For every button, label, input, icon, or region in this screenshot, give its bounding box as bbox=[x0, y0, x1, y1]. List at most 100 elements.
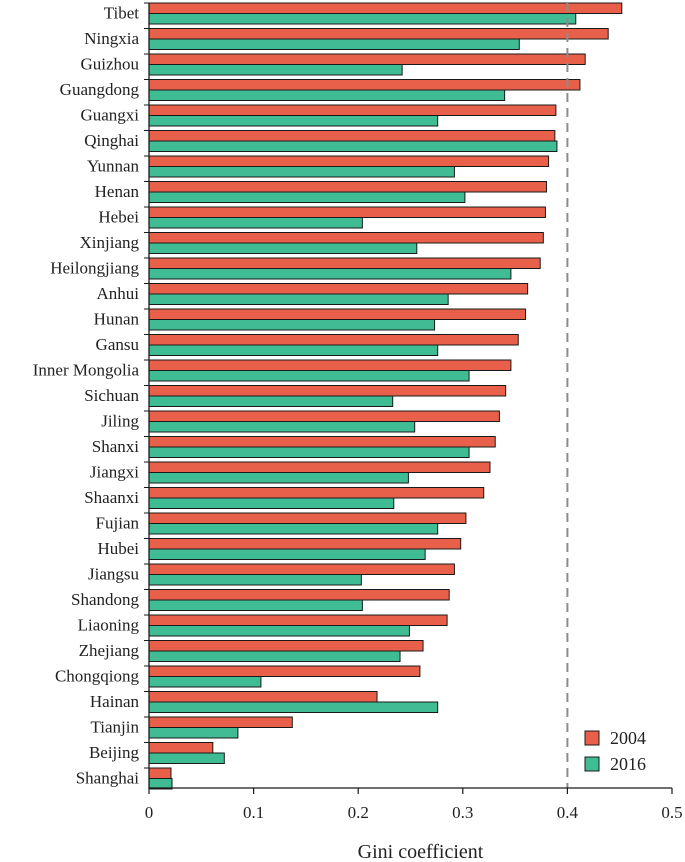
y-tick-label-ningxia: Ningxia bbox=[84, 29, 139, 48]
y-tick-label-liaoning: Liaoning bbox=[78, 616, 140, 635]
bar-shaanxi-2004 bbox=[148, 487, 485, 499]
bar-jiling-2004 bbox=[148, 410, 500, 422]
y-tick-label-chongqiong: Chongqiong bbox=[55, 667, 140, 686]
x-axis-title: Gini coefficient bbox=[358, 841, 484, 862]
y-tick-label-zhejiang: Zhejiang bbox=[79, 641, 140, 660]
bar-shanghai-2004 bbox=[148, 767, 172, 779]
bar-liaoning-2016 bbox=[148, 625, 410, 637]
bar-heilongjiang-2004 bbox=[148, 257, 541, 269]
bar-hubei-2016 bbox=[148, 548, 426, 560]
y-axis-ticks: Tibet Ningxia Guizhou Guangdong Guangxi Qingh… bbox=[33, 2, 149, 788]
bar-inner-mongolia-2016 bbox=[148, 370, 470, 382]
y-tick-label-hebei: Hebei bbox=[98, 208, 139, 227]
y-tick-label-shandong: Shandong bbox=[71, 590, 140, 609]
bar-hunan-2004 bbox=[148, 308, 527, 320]
y-tick-label-yunnan: Yunnan bbox=[87, 157, 139, 176]
y-tick-label-shaanxi: Shaanxi bbox=[84, 488, 139, 507]
legend-swatch-2004 bbox=[584, 730, 600, 746]
bar-gansu-2016 bbox=[148, 344, 439, 356]
bar-hainan-2016 bbox=[148, 701, 439, 713]
bar-liaoning-2004 bbox=[148, 614, 448, 626]
bar-jiangxi-2004 bbox=[148, 461, 491, 473]
x-tick-label: 0.2 bbox=[348, 803, 369, 822]
bar-fujian-2004 bbox=[148, 512, 467, 524]
bar-guangdong-2016 bbox=[148, 89, 506, 101]
bar-zhejiang-2004 bbox=[148, 640, 424, 652]
bar-hubei-2004 bbox=[148, 538, 462, 550]
y-tick-label-gansu: Gansu bbox=[96, 335, 140, 354]
bar-anhui-2016 bbox=[148, 293, 449, 305]
bar-chongqiong-2004 bbox=[148, 665, 421, 677]
bar-tianjin-2016 bbox=[148, 727, 239, 739]
bar-group bbox=[148, 2, 623, 790]
y-tick-label-henan: Henan bbox=[95, 182, 140, 201]
x-tick-label: 0.1 bbox=[243, 803, 264, 822]
bar-tianjin-2004 bbox=[148, 716, 293, 728]
y-tick-label-guangxi: Guangxi bbox=[80, 106, 139, 125]
y-tick-label-tibet: Tibet bbox=[104, 4, 140, 23]
y-tick-label-shanghai: Shanghai bbox=[76, 769, 140, 788]
y-tick-label-jiling: Jiling bbox=[101, 412, 139, 431]
bar-jiangsu-2016 bbox=[148, 574, 362, 586]
y-tick-label-guangdong: Guangdong bbox=[60, 80, 140, 99]
bar-guangxi-2016 bbox=[148, 115, 439, 127]
y-tick-label-jiangsu: Jiangsu bbox=[88, 565, 140, 584]
x-tick-label: 0.3 bbox=[452, 803, 473, 822]
bar-chongqiong-2016 bbox=[148, 676, 262, 688]
bar-sichuan-2016 bbox=[148, 395, 394, 407]
x-tick-label: 0.5 bbox=[661, 803, 682, 822]
bar-hunan-2016 bbox=[148, 319, 436, 331]
bar-ningxia-2016 bbox=[148, 38, 520, 50]
y-tick-label-heilongjiang: Heilongjiang bbox=[50, 259, 139, 278]
bar-guangxi-2004 bbox=[148, 104, 557, 116]
bar-jiangxi-2016 bbox=[148, 472, 409, 484]
bar-qinghai-2016 bbox=[148, 140, 558, 152]
y-tick-label-anhui: Anhui bbox=[97, 284, 140, 303]
bar-shandong-2004 bbox=[148, 589, 450, 601]
legend-label-2016: 2016 bbox=[610, 754, 646, 774]
bar-hebei-2004 bbox=[148, 206, 546, 218]
bar-shandong-2016 bbox=[148, 599, 363, 611]
bar-jiling-2016 bbox=[148, 421, 416, 433]
x-tick-label: 0 bbox=[145, 803, 154, 822]
y-tick-label-tianjin: Tianjin bbox=[90, 718, 139, 737]
y-tick-label-guizhou: Guizhou bbox=[80, 55, 139, 74]
y-tick-label-xinjiang: Xinjiang bbox=[80, 233, 140, 252]
y-tick-label-hubei: Hubei bbox=[97, 539, 139, 558]
bar-yunnan-2016 bbox=[148, 166, 455, 178]
bar-sichuan-2004 bbox=[148, 385, 507, 397]
bar-shanxi-2004 bbox=[148, 436, 496, 448]
bar-anhui-2004 bbox=[148, 283, 529, 295]
x-tick-label: 0.4 bbox=[557, 803, 579, 822]
bar-tibet-2004 bbox=[148, 2, 623, 14]
y-tick-label-sichuan: Sichuan bbox=[84, 386, 139, 405]
y-tick-label-hainan: Hainan bbox=[90, 692, 140, 711]
bar-guizhou-2004 bbox=[148, 53, 586, 65]
y-tick-label-qinghai: Qinghai bbox=[84, 131, 139, 150]
bar-shanxi-2016 bbox=[148, 446, 470, 458]
bar-xinjiang-2004 bbox=[148, 232, 544, 244]
bar-shaanxi-2016 bbox=[148, 497, 395, 509]
y-tick-label-shanxi: Shanxi bbox=[92, 437, 140, 456]
bar-hainan-2004 bbox=[148, 691, 378, 703]
bar-guangdong-2004 bbox=[148, 79, 581, 91]
bar-henan-2004 bbox=[148, 181, 547, 193]
bar-zhejiang-2016 bbox=[148, 650, 401, 662]
bar-beijing-2016 bbox=[148, 752, 225, 764]
bar-xinjiang-2016 bbox=[148, 242, 418, 254]
bar-hebei-2016 bbox=[148, 217, 363, 229]
x-axis-ticks: 0 0.1 0.2 0.3 0.4 0.5 bbox=[145, 788, 683, 822]
bar-jiangsu-2004 bbox=[148, 563, 455, 575]
bar-henan-2016 bbox=[148, 191, 466, 203]
y-tick-label-inner-mongolia: Inner Mongolia bbox=[33, 361, 140, 380]
bar-ningxia-2004 bbox=[148, 28, 609, 40]
bar-yunnan-2004 bbox=[148, 155, 550, 167]
bar-gansu-2004 bbox=[148, 334, 519, 346]
legend-swatch-2016 bbox=[584, 756, 600, 772]
legend: 2004 2016 bbox=[584, 728, 646, 774]
bar-guizhou-2016 bbox=[148, 64, 403, 76]
bar-inner-mongolia-2004 bbox=[148, 359, 512, 371]
y-tick-label-fujian: Fujian bbox=[96, 514, 140, 533]
legend-label-2004: 2004 bbox=[610, 728, 646, 748]
